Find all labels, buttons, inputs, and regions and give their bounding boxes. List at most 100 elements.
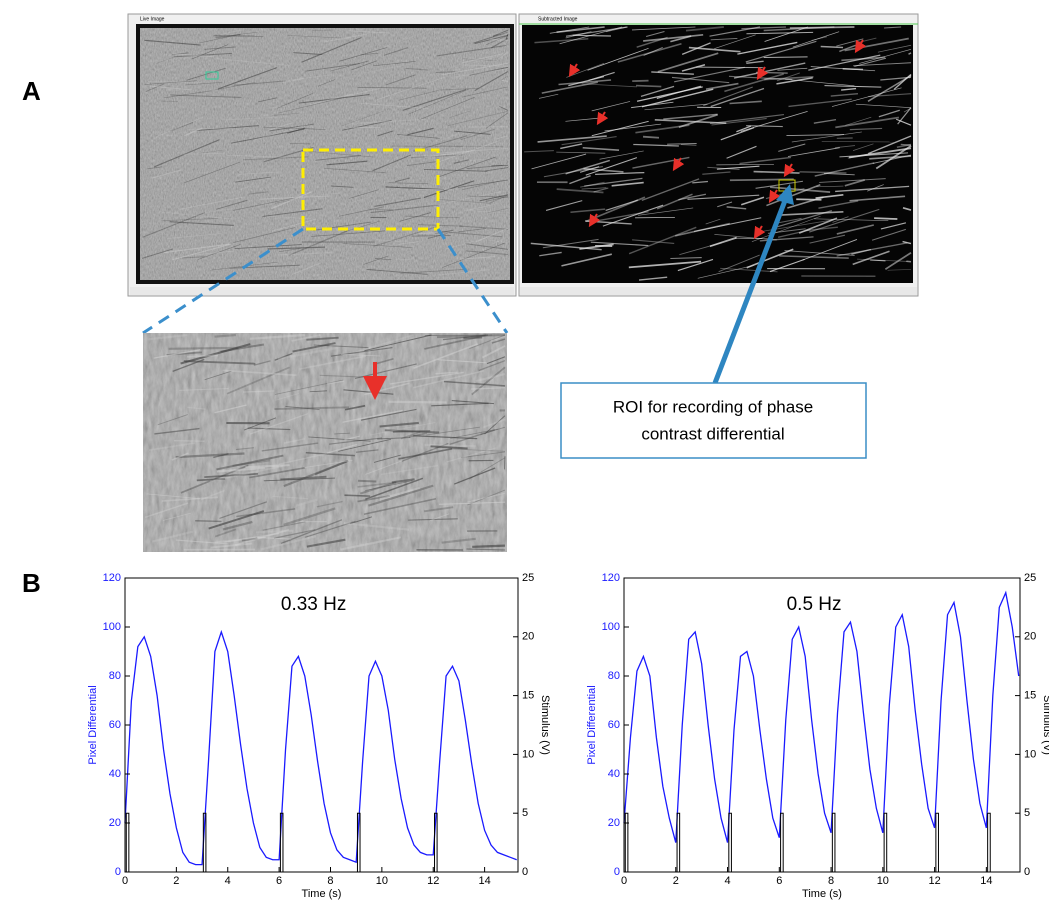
streak [455, 53, 509, 69]
y2-tick-label: 0 [522, 866, 528, 878]
streak [153, 349, 201, 359]
streak [282, 74, 332, 82]
streak [852, 250, 890, 266]
streak [839, 152, 909, 158]
streak [440, 145, 504, 147]
streak [791, 131, 862, 143]
streak [467, 489, 506, 506]
streak [467, 195, 509, 198]
streak [171, 243, 232, 261]
streak [741, 26, 786, 30]
streak [446, 447, 497, 463]
streak [405, 67, 428, 71]
streak [214, 31, 258, 38]
y-tick-label: 40 [608, 768, 620, 780]
streak [475, 227, 509, 243]
streak [439, 62, 509, 76]
streak [274, 406, 350, 410]
streak [570, 208, 606, 213]
streak [463, 336, 483, 340]
streak [434, 140, 499, 164]
streak [154, 133, 183, 137]
x-tick-label: 0 [122, 875, 128, 887]
streak [283, 192, 342, 199]
streak [539, 251, 562, 257]
streak [208, 510, 265, 530]
streak [867, 135, 912, 155]
streak [486, 356, 506, 365]
streak [867, 74, 912, 102]
streak [330, 60, 369, 72]
y2-tick-label: 15 [522, 690, 534, 702]
streak [593, 187, 609, 193]
streak [461, 86, 509, 98]
streak [377, 437, 411, 440]
streak [906, 260, 912, 263]
streak [309, 390, 328, 393]
streak [326, 443, 358, 454]
streak [349, 184, 412, 204]
streak [222, 520, 253, 531]
streak [155, 56, 175, 64]
streak [392, 430, 431, 433]
streak [729, 178, 794, 182]
streak [249, 467, 305, 479]
streak [175, 452, 245, 459]
streak [705, 218, 721, 225]
streak [486, 35, 509, 45]
streak [702, 171, 731, 175]
streak [196, 125, 259, 131]
streak [467, 208, 483, 212]
streak [674, 66, 745, 83]
zoom-line [142, 227, 304, 335]
streak [764, 76, 814, 81]
streak [628, 260, 702, 269]
streak [364, 334, 432, 352]
streak [796, 198, 822, 201]
streak [488, 194, 509, 204]
streak [663, 113, 718, 120]
streak [786, 134, 845, 137]
streak [471, 386, 506, 390]
streak [834, 145, 856, 149]
streak [490, 336, 506, 342]
streak [282, 78, 304, 84]
streak [849, 127, 883, 131]
streak [478, 359, 506, 372]
streak [453, 159, 469, 164]
streak [199, 208, 234, 214]
streak [877, 44, 912, 53]
streak [263, 477, 335, 482]
streak [500, 51, 509, 59]
streak [638, 207, 694, 216]
streak [558, 79, 612, 86]
streak [900, 143, 912, 146]
status-bar [130, 287, 514, 295]
streak [324, 167, 386, 174]
streak [151, 530, 194, 543]
streak [273, 529, 316, 539]
streak [426, 426, 480, 436]
streak [330, 185, 354, 188]
streak [191, 44, 229, 60]
streak [183, 152, 226, 155]
streak [808, 54, 881, 71]
streak [340, 353, 381, 357]
streak [792, 31, 840, 48]
streak [159, 211, 235, 220]
streak [430, 513, 450, 521]
streak [645, 31, 665, 38]
streak [435, 229, 454, 234]
streak [373, 454, 402, 463]
streak [340, 220, 380, 234]
streak [545, 200, 583, 211]
streak [216, 58, 290, 66]
streak [370, 204, 439, 214]
streak [180, 464, 249, 494]
streak [365, 477, 424, 500]
streak [697, 265, 754, 279]
streak [292, 262, 322, 275]
streak [487, 208, 509, 213]
streak [709, 236, 737, 248]
streak [745, 40, 817, 63]
